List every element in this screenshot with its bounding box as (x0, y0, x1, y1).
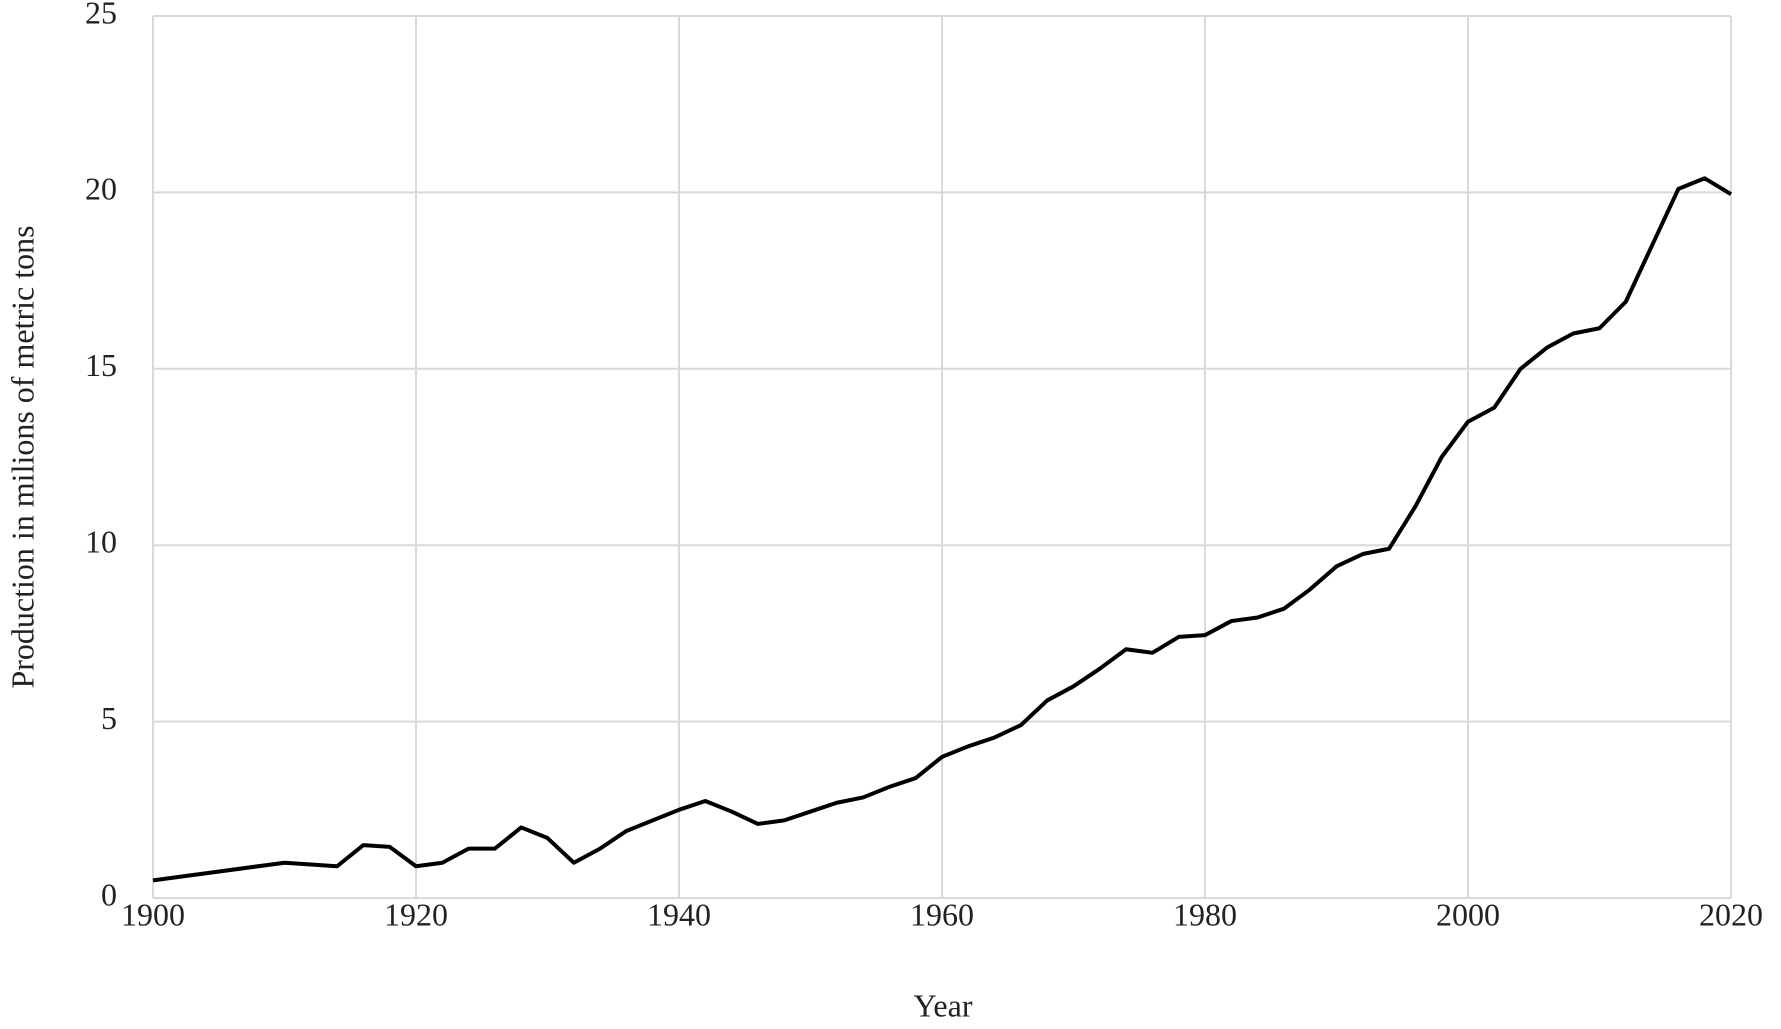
x-tick-label: 1920 (384, 896, 448, 932)
x-tick-label: 1900 (121, 896, 185, 932)
data-line (152, 176, 1733, 883)
x-tick-label: 2020 (1699, 896, 1763, 932)
y-tick-label: 20 (85, 171, 117, 207)
y-tick-label: 0 (101, 876, 117, 912)
x-axis-title: Year (914, 987, 973, 1023)
y-tick-label: 25 (85, 0, 117, 30)
x-tick-label: 1940 (647, 896, 711, 932)
y-tick-label: 5 (101, 700, 117, 736)
x-tick-label: 1960 (910, 896, 974, 932)
x-tick-label: 2000 (1436, 896, 1500, 932)
y-tick-label: 15 (85, 347, 117, 383)
x-tick-label: 1980 (1173, 896, 1237, 932)
y-axis-title: Production in milions of metric tons (4, 225, 40, 688)
y-tick-label: 10 (85, 524, 117, 560)
